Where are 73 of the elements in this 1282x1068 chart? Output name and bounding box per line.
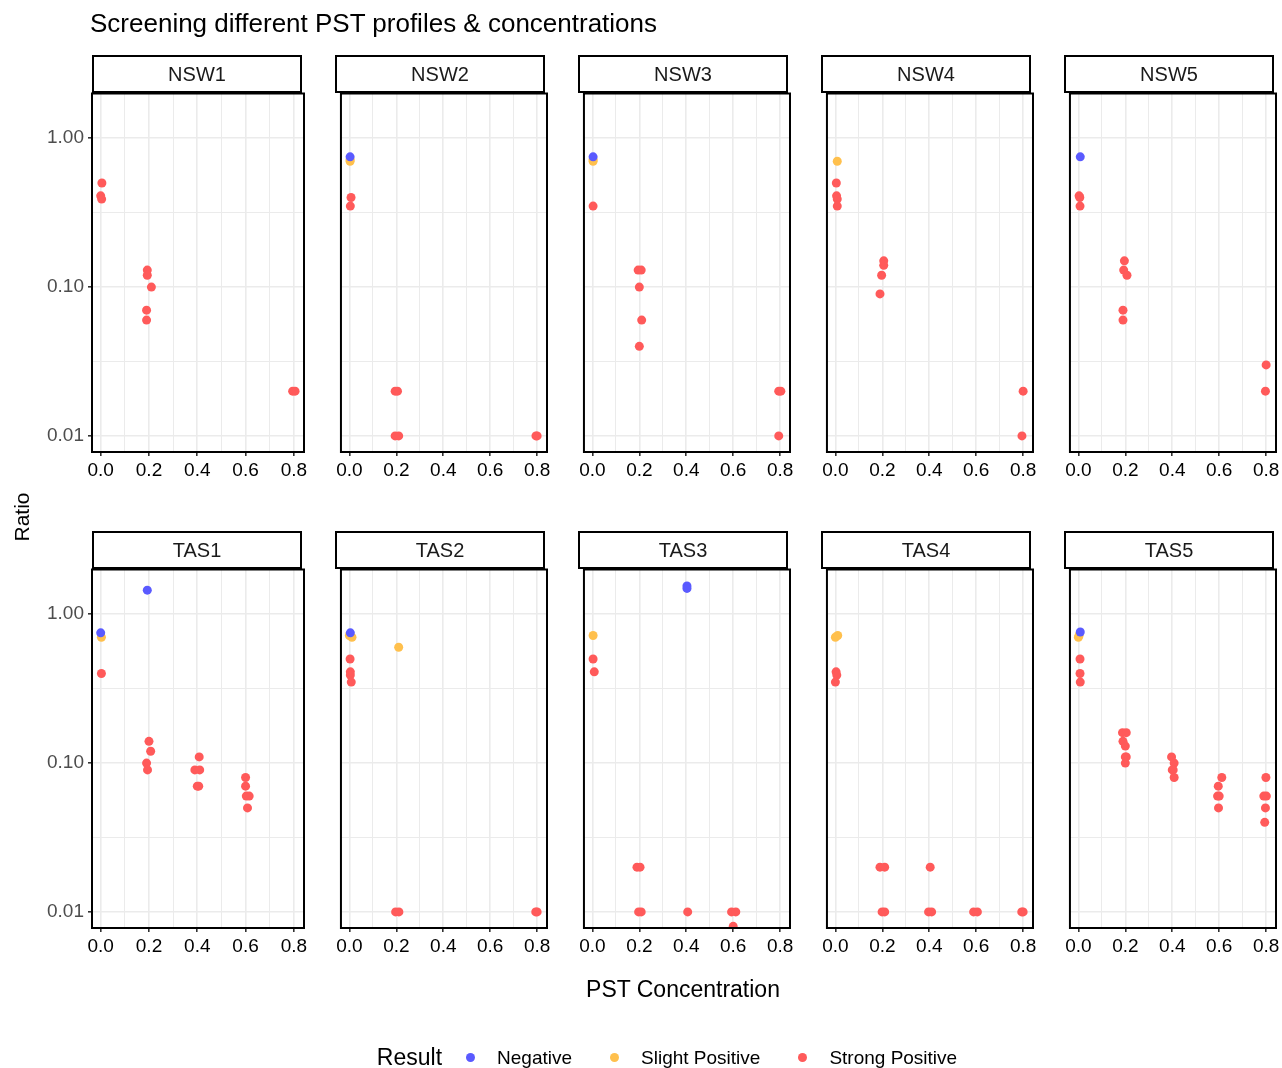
x-tick-label: 0.4 — [673, 934, 700, 956]
y-tick-label: 1.00 — [47, 602, 84, 624]
x-tick-label: 0.2 — [383, 458, 410, 480]
x-tick-label: 0.0 — [822, 934, 849, 956]
x-tick-label: 0.8 — [280, 934, 308, 956]
x-tick-label: 0.0 — [336, 458, 363, 480]
chart-title: TAS1 — [92, 531, 302, 569]
y-tick-label: 0.10 — [47, 275, 84, 297]
text: Screening different PST profiles & concentrations — [90, 8, 658, 39]
x-tick-label: 0.2 — [869, 934, 896, 956]
x-tick-label: 0.8 — [1252, 458, 1280, 480]
chart-title: TAS3 — [578, 531, 788, 569]
x-tick-label: 0.6 — [719, 458, 747, 480]
x-tick-label: 0.0 — [1065, 934, 1092, 956]
y-axis-title: Ratio — [10, 492, 34, 542]
x-tick-label: 0.8 — [523, 458, 551, 480]
x-tick-label: 0.2 — [1112, 934, 1139, 956]
x-tick-label: 0.6 — [1205, 458, 1233, 480]
x-tick-label: 0.4 — [1159, 934, 1186, 956]
x-tick-label: 0.2 — [135, 934, 163, 956]
x-tick-label: 0.4 — [430, 458, 457, 480]
x-tick-label: 0.0 — [87, 458, 114, 480]
chart-title: NSW4 — [821, 55, 1031, 93]
x-tick-label: 0.6 — [476, 934, 504, 956]
x-tick-label: 0.6 — [476, 458, 504, 480]
x-tick-label: 0.4 — [184, 934, 211, 956]
x-tick-label: 0.4 — [184, 458, 211, 480]
x-tick-label: 0.6 — [962, 934, 990, 956]
x-tick-label: 0.8 — [1252, 934, 1280, 956]
chart-title: NSW3 — [578, 55, 788, 93]
x-tick-label: 0.2 — [626, 458, 653, 480]
y-tick-label: 1.00 — [47, 126, 84, 148]
legend-title: Result — [376, 1044, 443, 1068]
x-tick-label: 0.6 — [1205, 934, 1233, 956]
chart-title: NSW5 — [1064, 55, 1274, 93]
x-tick-label: 0.8 — [766, 458, 794, 480]
x-tick-label: 0.6 — [719, 934, 747, 956]
x-tick-label: 0.2 — [869, 458, 896, 480]
legend-label: Slight Positive — [641, 1046, 761, 1068]
x-tick-label: 0.4 — [430, 934, 457, 956]
x-tick-label: 0.0 — [1065, 458, 1092, 480]
x-tick-label: 0.2 — [135, 458, 163, 480]
x-tick-label: 0.8 — [766, 934, 794, 956]
x-tick-label: 0.4 — [916, 934, 943, 956]
x-tick-label: 0.8 — [523, 934, 551, 956]
x-tick-label: 0.0 — [87, 934, 114, 956]
x-tick-label: 0.4 — [916, 458, 943, 480]
y-tick-label: 0.10 — [47, 751, 84, 773]
x-tick-label: 0.0 — [822, 458, 849, 480]
x-tick-label: 0.6 — [232, 458, 259, 480]
x-tick-label: 0.4 — [673, 458, 700, 480]
x-tick-label: 0.2 — [383, 934, 410, 956]
x-tick-label: 0.2 — [626, 934, 653, 956]
x-tick-label: 0.8 — [1009, 458, 1037, 480]
x-tick-label: 0.0 — [579, 458, 606, 480]
x-tick-label: 0.0 — [336, 934, 363, 956]
chart-title: NSW1 — [92, 55, 302, 93]
x-tick-label: 0.2 — [1112, 458, 1139, 480]
chart-title: TAS5 — [1064, 531, 1274, 569]
x-tick-label: 0.8 — [1009, 934, 1037, 956]
x-tick-label: 0.8 — [280, 458, 308, 480]
x-tick-label: 0.6 — [962, 458, 990, 480]
x-tick-label: 0.4 — [1159, 458, 1186, 480]
x-tick-label: 0.6 — [232, 934, 259, 956]
y-tick-label: 0.01 — [47, 900, 84, 922]
chart-title: NSW2 — [335, 55, 545, 93]
x-axis-title: PST Concentration — [586, 976, 780, 1003]
chart-title: TAS4 — [821, 531, 1031, 569]
chart-title: TAS2 — [335, 531, 545, 569]
y-tick-label: 0.01 — [47, 424, 84, 446]
x-tick-label: 0.0 — [579, 934, 606, 956]
legend-label: Strong Positive — [829, 1046, 958, 1068]
legend-label: Negative — [497, 1046, 573, 1068]
